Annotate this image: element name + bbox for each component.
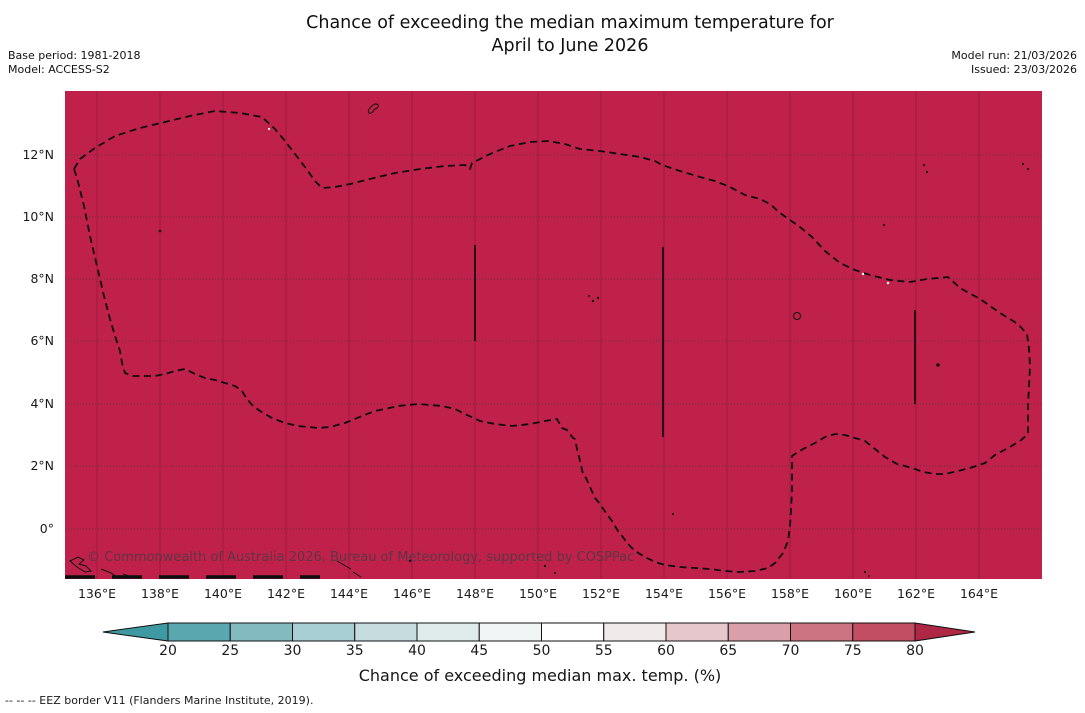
colorbar-tick-label: 40 (408, 643, 426, 659)
x-tick-label: 138°E (140, 586, 179, 601)
colorbar-segment (167, 622, 231, 642)
x-tick-label: 146°E (392, 586, 431, 601)
colorbar-segment (727, 622, 791, 642)
x-tick-label: 144°E (329, 586, 368, 601)
meta-left: Base period: 1981-2018 Model: ACCESS-S2 (8, 49, 140, 78)
x-tick-label: 140°E (203, 586, 242, 601)
colorbar-segment (603, 622, 667, 642)
colorbar-tick-label: 20 (159, 643, 177, 659)
colorbar-tick-label: 65 (719, 643, 738, 659)
y-tick-label: 0° (39, 521, 54, 536)
x-tick-label: 160°E (833, 586, 872, 601)
y-tick-label: 4°N (30, 396, 54, 411)
x-tick-label: 148°E (455, 586, 494, 601)
meta-right: Model run: 21/03/2026 Issued: 23/03/2026 (951, 49, 1077, 78)
island-coastlines (69, 103, 801, 579)
colorbar-tick-label: 75 (843, 643, 862, 659)
x-tick-label: 156°E (707, 586, 746, 601)
colorbar-segment (852, 622, 916, 642)
x-tick-label: 162°E (896, 586, 935, 601)
longitude-gridlines (96, 91, 980, 579)
colorbar-tick-label: 45 (470, 643, 489, 659)
issued-text: Issued: 23/03/2026 (970, 63, 1077, 77)
map-canvas (65, 91, 1042, 579)
y-tick-label: 10°N (22, 209, 54, 224)
colorbar-segment (292, 622, 356, 642)
colorbar-segment (665, 622, 729, 642)
colorbar-tick-label: 70 (781, 643, 800, 659)
colorbar-tick-label: 50 (532, 643, 551, 659)
y-tick-label: 12°N (22, 147, 54, 162)
island-dots (158, 162, 1030, 577)
model-text: Model: ACCESS-S2 (8, 63, 110, 77)
colorbar-tick-label: 60 (657, 643, 675, 659)
title-line-2: April to June 2026 (491, 36, 649, 57)
model-run-text: Model run: 21/03/2026 (951, 49, 1077, 62)
y-tick-label: 6°N (30, 333, 54, 348)
eez-meridian-lines (474, 245, 916, 437)
y-tick-label: 2°N (30, 458, 54, 473)
map-panel: © Commonwealth of Australia 2026, Bureau… (65, 91, 1042, 579)
colorbar-label: Chance of exceeding median max. temp. (%… (358, 666, 722, 685)
title-line-1: Chance of exceeding the median maximum t… (306, 13, 834, 33)
colorbar-segment (541, 622, 605, 642)
figure-title: Chance of exceeding the median maximum t… (55, 12, 1085, 58)
x-tick-label: 142°E (266, 586, 305, 601)
latitude-gridlines (65, 154, 1042, 530)
x-tick-label: 154°E (644, 586, 683, 601)
eez-legend-note: -- -- -- EEZ border V11 (Flanders Marine… (5, 694, 314, 707)
x-tick-label: 152°E (581, 586, 620, 601)
x-tick-label: 164°E (959, 586, 998, 601)
x-tick-label: 136°E (77, 586, 116, 601)
colorbar (102, 622, 976, 642)
colorbar-left-arrow (102, 622, 169, 642)
colorbar-tick-label: 80 (906, 643, 924, 659)
x-tick-label: 150°E (518, 586, 557, 601)
colorbar-tick-label: 25 (221, 643, 240, 659)
colorbar-tick-label: 35 (345, 643, 364, 659)
colorbar-segment (354, 622, 418, 642)
colorbar-segment (790, 622, 854, 642)
colorbar-segment (416, 622, 480, 642)
x-tick-label: 158°E (770, 586, 809, 601)
colorbar-segment (478, 622, 542, 642)
map-fill (65, 91, 1042, 579)
colorbar-tick-label: 30 (283, 643, 302, 659)
colorbar-right-arrow (914, 622, 976, 642)
base-period-text: Base period: 1981-2018 (8, 49, 141, 62)
colorbar-segment (229, 622, 293, 642)
border-island-specks (267, 127, 890, 285)
eez-border (73, 110, 1031, 573)
y-tick-label: 8°N (30, 271, 54, 286)
colorbar-tick-label: 55 (594, 643, 613, 659)
